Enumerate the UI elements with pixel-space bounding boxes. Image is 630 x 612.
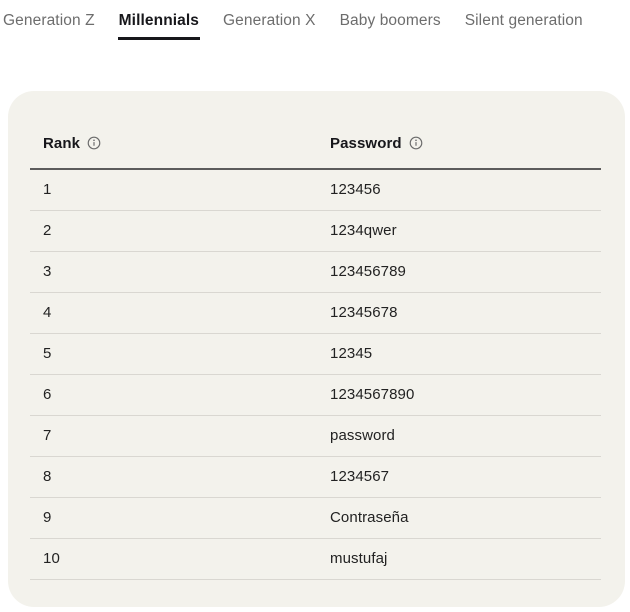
table-row: 4 12345678 bbox=[30, 292, 601, 334]
password-cell: 123456789 bbox=[317, 251, 601, 293]
password-cell: 12345 bbox=[317, 333, 601, 375]
rank-cell: 1 bbox=[30, 169, 317, 211]
rank-cell: 2 bbox=[30, 210, 317, 252]
password-cell: password bbox=[317, 415, 601, 457]
table-body: 1 123456 2 1234qwer 3 123456789 4 123456… bbox=[30, 169, 601, 580]
info-circle-icon[interactable] bbox=[409, 136, 423, 150]
password-cell: 1234qwer bbox=[317, 210, 601, 252]
table-row: 9 Contraseña bbox=[30, 497, 601, 539]
rank-cell: 6 bbox=[30, 374, 317, 416]
table-row: 8 1234567 bbox=[30, 456, 601, 498]
rank-cell: 7 bbox=[30, 415, 317, 457]
generation-tabs: Generation Z Millennials Generation X Ba… bbox=[0, 0, 630, 40]
table-row: 6 1234567890 bbox=[30, 374, 601, 416]
tab-silent-generation[interactable]: Silent generation bbox=[464, 9, 584, 40]
rank-cell: 8 bbox=[30, 456, 317, 498]
passwords-table: Rank Password 1 123456 2 1234qwer 3 1234… bbox=[30, 119, 601, 580]
password-cell: 1234567890 bbox=[317, 374, 601, 416]
password-cell: 12345678 bbox=[317, 292, 601, 334]
tab-generation-x[interactable]: Generation X bbox=[222, 9, 317, 40]
password-cell: 1234567 bbox=[317, 456, 601, 498]
password-cell: Contraseña bbox=[317, 497, 601, 539]
table-row: 3 123456789 bbox=[30, 251, 601, 293]
table-header-row: Rank Password bbox=[30, 119, 601, 170]
passwords-card: Rank Password 1 123456 2 1234qwer 3 1234… bbox=[8, 91, 625, 607]
tab-millennials[interactable]: Millennials bbox=[117, 9, 201, 40]
rank-cell: 3 bbox=[30, 251, 317, 293]
tab-generation-z[interactable]: Generation Z bbox=[2, 9, 96, 40]
password-header-label: Password bbox=[330, 135, 402, 152]
rank-cell: 4 bbox=[30, 292, 317, 334]
table-row: 10 mustufaj bbox=[30, 538, 601, 580]
info-circle-icon[interactable] bbox=[87, 136, 101, 150]
rank-cell: 5 bbox=[30, 333, 317, 375]
rank-cell: 10 bbox=[30, 538, 317, 580]
rank-header-label: Rank bbox=[43, 135, 81, 152]
password-column-header: Password bbox=[317, 119, 601, 170]
rank-column-header: Rank bbox=[30, 119, 317, 170]
password-cell: 123456 bbox=[317, 169, 601, 211]
password-cell: mustufaj bbox=[317, 538, 601, 580]
table-row: 5 12345 bbox=[30, 333, 601, 375]
table-row: 2 1234qwer bbox=[30, 210, 601, 252]
tab-baby-boomers[interactable]: Baby boomers bbox=[339, 9, 442, 40]
table-row: 1 123456 bbox=[30, 169, 601, 211]
rank-cell: 9 bbox=[30, 497, 317, 539]
table-row: 7 password bbox=[30, 415, 601, 457]
